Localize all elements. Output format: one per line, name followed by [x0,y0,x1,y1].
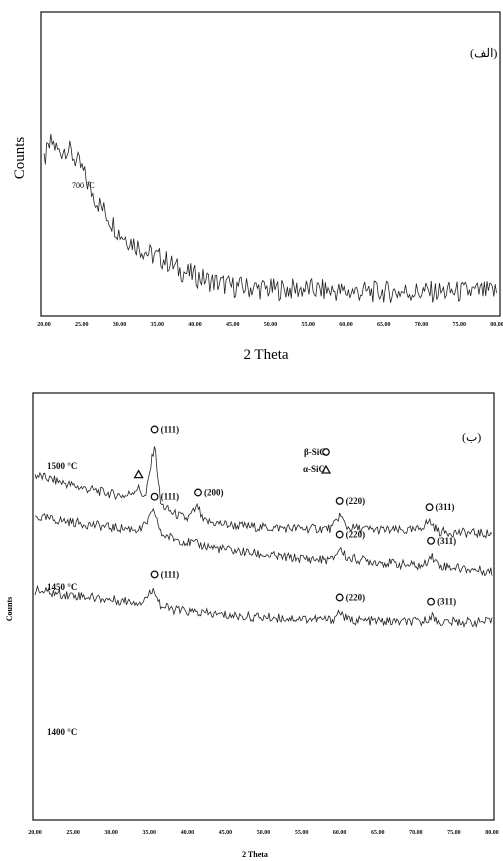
peak-label: (311) [436,502,455,512]
panel-a-xlabel: 2 Theta [243,347,288,363]
panel-b-x-tick-label: 55.00 [295,830,309,836]
peak-label: (220) [346,530,366,540]
legend-circle-marker [322,448,330,456]
peak-marker-circle [427,597,436,606]
panel-b-label: (ب) [462,430,481,444]
panel-a-series-line [43,134,497,303]
panel-a-x-tick-label: 60.00 [339,322,353,328]
panel-b: (ب) Counts 2 Theta β-SiC α-SiC 1500 °C 1… [5,392,499,859]
panel-a-x-tick-label: 80.00 [490,322,503,328]
peak-label: (111) [161,425,180,435]
panel-a-x-tick-label: 30.00 [113,322,127,328]
panel-b-x-tick-label: 25.00 [66,830,80,836]
peak-label: (111) [161,569,180,579]
panel-b-x-tick-label: 30.00 [104,830,118,836]
panel-b-x-tick-label: 75.00 [447,830,461,836]
peak-marker-circle [194,488,202,497]
peak-marker-circle [335,593,344,602]
series-label-1450: 1450 °C [47,582,77,592]
panel-b-series-line [34,446,493,539]
peak-marker-circle [150,425,159,434]
panel-a-x-tick-label: 55.00 [302,322,316,328]
panel-a-x-tick-label: 25.00 [75,322,89,328]
panel-a-x-tick-label: 20.00 [37,322,51,328]
panel-a-x-tick-label: 40.00 [188,322,202,328]
panel-a-x-tick-label: 70.00 [415,322,429,328]
peak-marker-circle [150,570,159,579]
panel-b-frame [32,392,495,821]
peak-marker-circle [427,536,436,545]
panel-b-xlabel: 2 Theta [242,850,268,859]
peak-label: (111) [161,492,180,502]
panel-b-series-line [34,584,493,629]
panel-b-x-tick-label: 40.00 [181,830,195,836]
peak-label: (220) [346,593,366,603]
panel-b-x-tick-label: 45.00 [219,830,233,836]
series-label-1400: 1400 °C [47,727,77,737]
panel-b-x-tick-label: 70.00 [409,830,423,836]
panel-a-x-tick-label: 50.00 [264,322,278,328]
panel-b-series [34,446,493,629]
panel-a-x-tick-label: 45.00 [226,322,240,328]
panel-a-frame [40,11,501,317]
panel-b-legend: β-SiC α-SiC [303,447,332,474]
peak-label: (311) [437,536,456,546]
peak-marker-circle [425,503,434,512]
panel-b-series-line [34,507,493,577]
panel-b-ylabel: Counts [5,597,14,621]
legend-beta-label: β-SiC [304,447,326,457]
panel-a-series [43,134,497,303]
panel-a-x-tick-label: 75.00 [453,322,467,328]
panel-b-x-tick-label: 80.00 [485,830,499,836]
legend-triangle-marker [320,464,332,474]
panel-a-series-label: 700 °C [72,181,95,190]
peak-marker-circle [335,496,344,505]
peak-marker-circle [335,530,344,539]
panel-a-x-tick-label: 65.00 [377,322,391,328]
peak-marker-circle [150,492,159,501]
peak-label: (311) [437,597,456,607]
panel-b-x-tick-label: 35.00 [143,830,157,836]
peak-label: (200) [204,488,224,498]
peak-label: (220) [346,496,366,506]
panel-a: (الف) Counts 2 Theta 700 °C 20.00 25.00 30… [12,11,503,363]
panel-b-peaks: (111) (200) (220) (311) (111) (220) (311) (111)… [133,425,456,607]
panel-b-x-tick-label: 65.00 [371,830,385,836]
legend-alpha-label: α-SiC [303,464,325,474]
panel-b-x-ticks: 20.00 25.00 30.00 35.00 40.00 45.00 50.00 55.00… [28,830,499,836]
peak-marker-triangle [133,469,144,479]
panel-a-ylabel: Counts [12,137,28,180]
panel-a-label: (الف) [470,46,497,60]
panel-b-x-tick-label: 20.00 [28,830,42,836]
panel-a-x-tick-label: 35.00 [151,322,165,328]
panel-b-x-tick-label: 50.00 [257,830,271,836]
panel-b-x-tick-label: 60.00 [333,830,347,836]
panel-a-x-ticks: 20.00 25.00 30.00 35.00 40.00 45.00 50.00 55.00… [37,322,503,328]
series-label-1500: 1500 °C [47,461,77,471]
